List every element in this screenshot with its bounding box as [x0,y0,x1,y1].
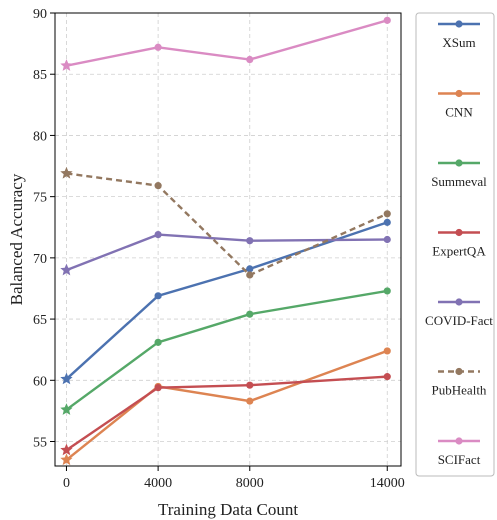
x-tick-label: 4000 [144,476,172,491]
legend-marker [455,89,463,98]
data-point [246,271,254,279]
y-axis-label: Balanced Accuracy [7,173,26,305]
series-line [65,375,388,452]
x-tick-label: 8000 [236,476,264,491]
data-point [154,231,162,239]
data-point-star [60,166,73,179]
y-tick-label: 90 [33,7,47,22]
data-point [154,384,162,392]
series-layer [60,16,391,466]
legend-marker [455,367,463,376]
data-point [246,55,254,64]
data-point [383,287,391,295]
data-point [246,237,254,245]
legend-label: SCIFact [438,452,481,467]
series-line [66,19,388,67]
legend-item: ExpertQA [432,228,486,259]
data-point [383,373,391,381]
legend-item: SCIFact [438,437,481,467]
data-point [246,265,254,273]
legend-marker [455,159,463,167]
data-point [383,16,391,24]
legend-label: COVID-Fact [425,313,493,328]
x-tick-label: 0 [63,476,70,491]
x-tick-label: 14000 [370,476,405,491]
ticks: 0 4000 8000 14000 55 60 65 70 75 80 85 90 [33,7,405,491]
y-tick-label: 75 [33,191,47,206]
data-point-star [60,403,73,415]
data-point [154,338,162,346]
data-point-star [60,59,73,71]
plot-frame [54,12,402,467]
legend-item: COVID-Fact [425,298,493,328]
series-line [65,221,388,380]
y-tick-label: 85 [33,68,47,83]
series-expertqa [60,373,391,456]
legend-frame [415,12,495,477]
y-tick-label: 60 [33,374,47,389]
legend-marker [455,437,463,445]
data-point [383,210,391,218]
y-tick-label: 55 [33,436,47,451]
data-point [246,310,254,318]
legend-marker [455,298,463,306]
legend-label: PubHealth [432,383,487,398]
series-summeval [60,287,391,415]
legend-label: XSum [442,35,475,50]
data-point-star [60,372,73,385]
legend-item: CNN [438,89,480,120]
data-point [246,397,254,405]
data-point [246,381,254,389]
legend-item: XSum [438,20,480,50]
series-line [66,233,388,272]
data-point-star [60,453,73,466]
series-pubhealth [60,166,391,279]
data-point [154,182,162,190]
legend-marker [455,228,463,237]
data-point [383,235,391,244]
series-scifact [60,16,391,71]
data-point [154,43,162,51]
series-xsum [60,218,391,385]
x-axis-label: Training Data Count [158,500,298,519]
legend-label: ExpertQA [432,244,486,259]
legend-item: Summeval [431,159,487,189]
series-line [65,289,388,411]
y-tick-label: 80 [33,129,47,144]
data-point [154,292,162,300]
legend: XSum CNN Summeval ExpertQA COVID-Fact PubHeal… [415,12,495,477]
y-tick-label: 65 [33,313,47,328]
legend-label: Summeval [431,174,487,189]
series-line [66,172,388,277]
legend-label: CNN [445,105,473,120]
data-point [383,347,391,355]
series-cnn [60,347,391,466]
data-point-star [60,263,73,276]
y-tick-label: 70 [33,252,47,267]
data-point [383,218,391,226]
data-point-star [60,443,73,456]
legend-item: PubHealth [432,367,487,398]
series-line [65,349,388,461]
legend-marker [455,20,463,28]
series-covid-fact [60,231,391,276]
